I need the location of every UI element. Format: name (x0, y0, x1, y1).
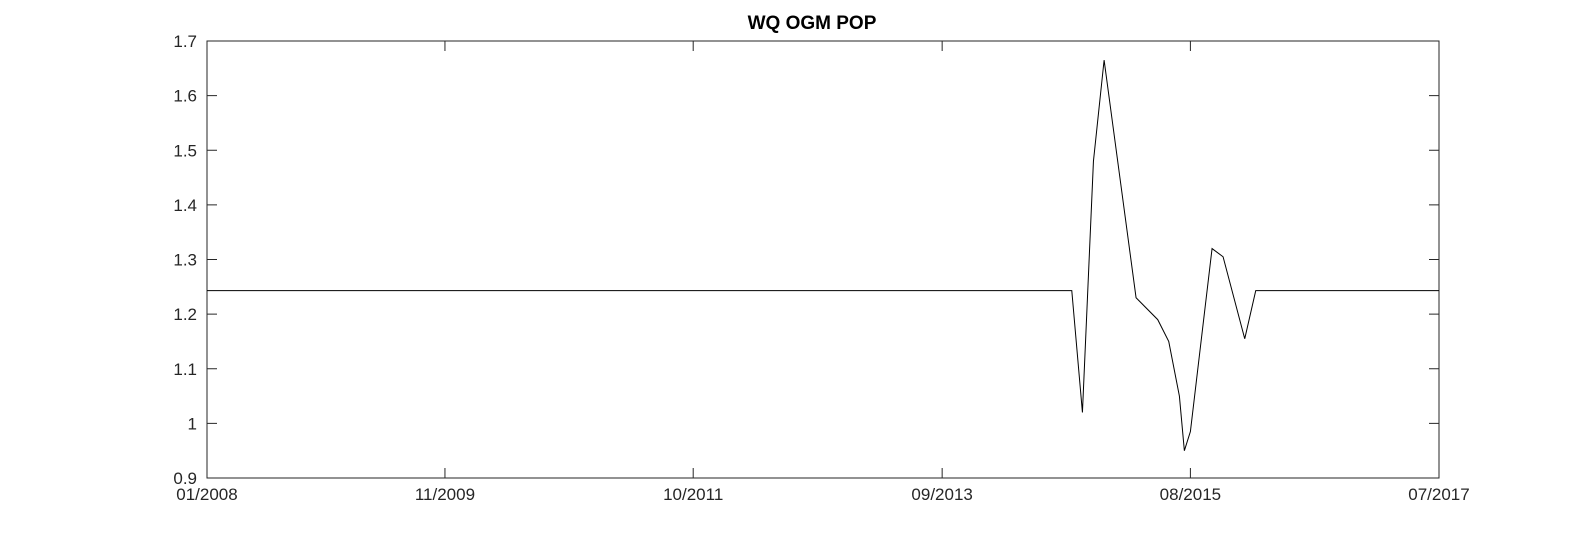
axis-tick-labels: 0.9 1 1.1 1.2 1.3 1.4 1.5 1.6 1.7 01/2008 11/2009 1… (173, 32, 1469, 504)
x-tick-label: 07/2017 (1408, 485, 1469, 504)
y-tick-label: 1.7 (173, 32, 197, 51)
x-tick-label: 09/2013 (911, 485, 972, 504)
x-tick-label: 08/2015 (1160, 485, 1221, 504)
plot-area (206, 40, 1440, 479)
chart-title: WQ OGM POP (748, 13, 877, 34)
y-tick-label: 0.9 (173, 469, 197, 488)
x-tick-label: 01/2008 (176, 485, 237, 504)
y-tick-label: 1 (188, 414, 197, 433)
series-line (207, 60, 1439, 451)
x-tick-label: 10/2011 (663, 485, 723, 504)
y-tick-label: 1.4 (173, 196, 197, 215)
y-tick-label: 1.6 (173, 87, 197, 106)
y-tick-label: 1.1 (173, 360, 197, 379)
series-group (207, 60, 1439, 451)
axis-ticks (206, 40, 1440, 479)
y-tick-label: 1.5 (173, 141, 197, 160)
y-tick-label: 1.3 (173, 251, 197, 270)
x-tick-label: 11/2009 (415, 485, 475, 504)
y-tick-label: 1.2 (173, 305, 197, 324)
